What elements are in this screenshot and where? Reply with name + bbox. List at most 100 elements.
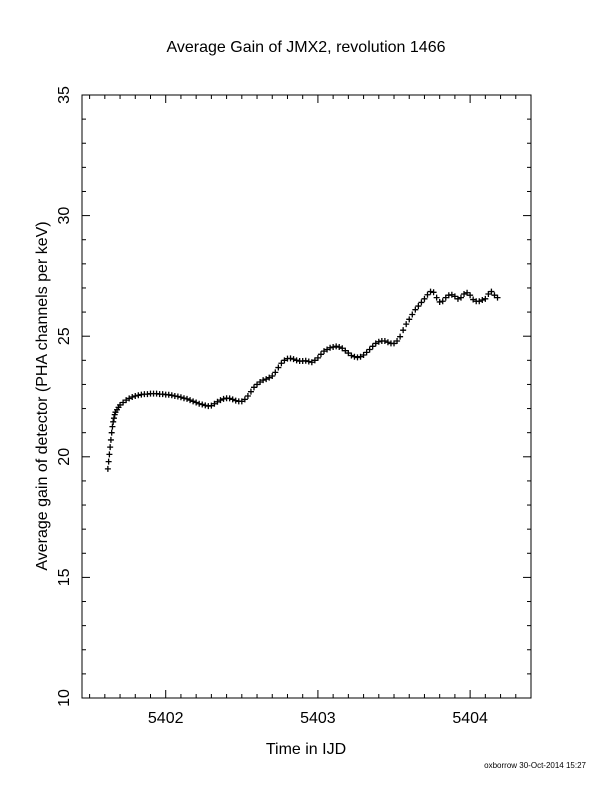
data-point: [330, 344, 337, 351]
data-point: [110, 418, 117, 425]
data-point: [381, 338, 388, 345]
x-tick-label: 5403: [300, 710, 336, 727]
data-point: [348, 352, 355, 359]
data-point: [321, 348, 328, 355]
data-point: [107, 436, 114, 443]
data-point: [467, 292, 474, 299]
data-point: [293, 357, 300, 364]
data-point: [208, 402, 215, 409]
data-point: [308, 359, 315, 366]
data-point: [199, 401, 206, 408]
data-point: [451, 293, 458, 300]
data-point: [106, 451, 113, 458]
data-point: [351, 353, 358, 360]
data-point: [421, 295, 428, 302]
data-point: [272, 369, 279, 376]
data-point: [269, 372, 276, 379]
chart-title: Average Gain of JMX2, revolution 1466: [167, 39, 446, 56]
data-point: [129, 393, 136, 400]
x-tick-labels: 5402 5403 5404: [148, 710, 488, 727]
data-point: [461, 290, 468, 297]
data-point: [448, 291, 455, 298]
data-point: [409, 311, 416, 318]
data-point: [211, 400, 218, 407]
data-point: [107, 444, 114, 451]
data-point: [190, 398, 197, 405]
y-tick-label: 30: [56, 207, 73, 225]
data-point: [391, 340, 398, 347]
data-point: [247, 388, 254, 395]
data-point: [360, 352, 367, 359]
data-point: [427, 288, 434, 295]
data-point: [424, 291, 431, 298]
data-point: [412, 306, 419, 313]
data-point: [290, 356, 297, 363]
data-point: [287, 355, 294, 362]
data-point: [482, 295, 489, 302]
data-point: [184, 395, 191, 402]
data-point: [430, 289, 437, 296]
data-point: [174, 393, 181, 400]
data-point: [241, 396, 248, 403]
data-point: [363, 349, 370, 356]
data-point: [257, 379, 264, 386]
data-point: [369, 343, 376, 350]
data-point: [214, 398, 221, 405]
data-point: [217, 397, 224, 404]
data-point: [406, 316, 413, 323]
plot-frame: [81, 94, 532, 699]
data-point: [372, 340, 379, 347]
y-tick-label: 20: [56, 448, 73, 466]
y-tick-label: 25: [56, 327, 73, 345]
data-point: [187, 397, 194, 404]
data-point: [220, 395, 227, 402]
data-point: [433, 294, 440, 301]
data-point: [109, 423, 116, 430]
data-point: [342, 347, 349, 354]
data-point: [354, 354, 361, 361]
data-point: [196, 400, 203, 407]
x-tick-label: 5402: [148, 710, 184, 727]
x-axis-label: Time in IJD: [266, 741, 346, 758]
data-point: [314, 354, 321, 361]
data-point: [415, 303, 422, 310]
data-point: [232, 397, 239, 404]
data-point: [108, 429, 115, 436]
data-point: [366, 346, 373, 353]
data-point: [302, 357, 309, 364]
data-point: [476, 298, 483, 305]
data-point: [278, 360, 285, 367]
data-point: [403, 321, 410, 328]
data-point: [135, 392, 142, 399]
data-point: [105, 458, 112, 465]
y-axis-label: Average gain of detector (PHA channels p…: [34, 221, 51, 570]
data-point: [488, 288, 495, 295]
data-point: [454, 295, 461, 302]
data-point: [375, 338, 382, 345]
y-tick-labels: 10 15 20 25 30 35: [56, 86, 73, 707]
data-point: [400, 327, 407, 334]
data-point: [117, 401, 124, 408]
data-point: [457, 294, 464, 301]
data-point: [260, 377, 267, 384]
data-point: [442, 294, 449, 301]
data-point: [132, 393, 139, 400]
data-point: [324, 346, 331, 353]
data-point: [470, 296, 477, 303]
x-tick-label: 5404: [452, 710, 488, 727]
data-point: [327, 344, 334, 351]
data-point: [311, 357, 318, 364]
data-point: [123, 397, 130, 404]
data-point: [485, 290, 492, 297]
data-point: [168, 392, 175, 399]
data-point: [266, 374, 273, 381]
credit-stamp: oxborrow 30-Oct-2014 15:27: [484, 761, 586, 770]
data-point: [104, 465, 111, 472]
y-tick-label: 35: [56, 86, 73, 104]
data-point: [305, 358, 312, 365]
data-point: [394, 338, 401, 345]
data-point: [126, 395, 133, 402]
data-point: [254, 381, 261, 388]
data-point: [397, 333, 404, 340]
data-point: [436, 298, 443, 305]
